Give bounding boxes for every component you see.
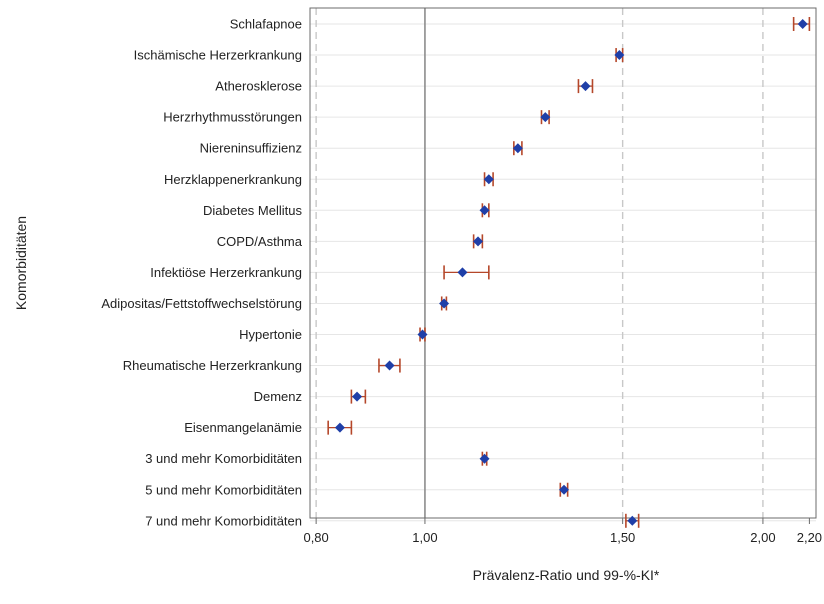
point-estimate-marker: [352, 391, 363, 402]
category-label: Infektiöse Herzerkrankung: [150, 265, 302, 280]
plot-frame: [309, 7, 817, 519]
reference-lines: [315, 8, 764, 518]
point-estimate-marker: [457, 267, 468, 278]
category-label: Ischämische Herzerkrankung: [134, 48, 302, 63]
category-label: Demenz: [254, 389, 302, 404]
category-labels: Schlafapnoe Ischämische Herzerkrankung Ath…: [101, 17, 302, 529]
x-axis-ticks: 0,80 1,00 1,50 2,00 2,20: [303, 518, 822, 545]
point-estimate-marker: [627, 515, 638, 526]
point-estimate-marker: [417, 329, 428, 340]
x-tick-label: 2,20: [797, 530, 822, 545]
point-estimate-marker: [580, 81, 591, 92]
point-estimate-marker: [797, 19, 808, 29]
point-estimate-marker: [558, 484, 569, 495]
category-label: Rheumatische Herzerkrankung: [123, 358, 302, 373]
point-estimate-marker: [479, 205, 490, 216]
point-estimate-marker: [473, 236, 484, 247]
point-estimate-marker: [540, 112, 551, 123]
point-estimate-marker: [512, 143, 523, 154]
data-marks: [327, 17, 811, 528]
x-tick-label: 1,50: [610, 530, 635, 545]
point-estimate-marker: [479, 453, 490, 464]
category-label: Herzrhythmusstörungen: [163, 110, 302, 125]
category-label: Herzklappenerkrankung: [164, 172, 302, 187]
category-label: 5 und mehr Komorbiditäten: [145, 482, 302, 497]
grid-layer: [310, 23, 816, 522]
point-estimate-marker: [483, 174, 494, 185]
y-axis-title: Komorbiditäten: [13, 216, 29, 310]
category-label: Adipositas/Fettstoffwechselstörung: [101, 296, 302, 311]
point-estimate-marker: [334, 422, 345, 433]
point-estimate-marker: [384, 360, 395, 371]
x-tick-label: 2,00: [750, 530, 775, 545]
point-estimate-marker: [439, 298, 450, 309]
category-label: Hypertonie: [239, 327, 302, 342]
category-label: 7 und mehr Komorbiditäten: [145, 513, 302, 528]
x-tick-label: 1,00: [412, 530, 437, 545]
x-axis-title: Prävalenz-Ratio und 99-%-KI*: [473, 567, 660, 583]
category-label: Eisenmangelanämie: [184, 420, 302, 435]
category-label: Atherosklerose: [215, 79, 302, 94]
point-estimate-marker: [614, 50, 625, 61]
x-tick-label: 0,80: [303, 530, 328, 545]
category-label: Niereninsuffizienz: [200, 141, 302, 156]
category-label: Schlafapnoe: [230, 17, 302, 32]
category-label: COPD/Asthma: [217, 234, 303, 249]
category-label: Diabetes Mellitus: [203, 203, 302, 218]
category-label: 3 und mehr Komorbiditäten: [145, 451, 302, 466]
